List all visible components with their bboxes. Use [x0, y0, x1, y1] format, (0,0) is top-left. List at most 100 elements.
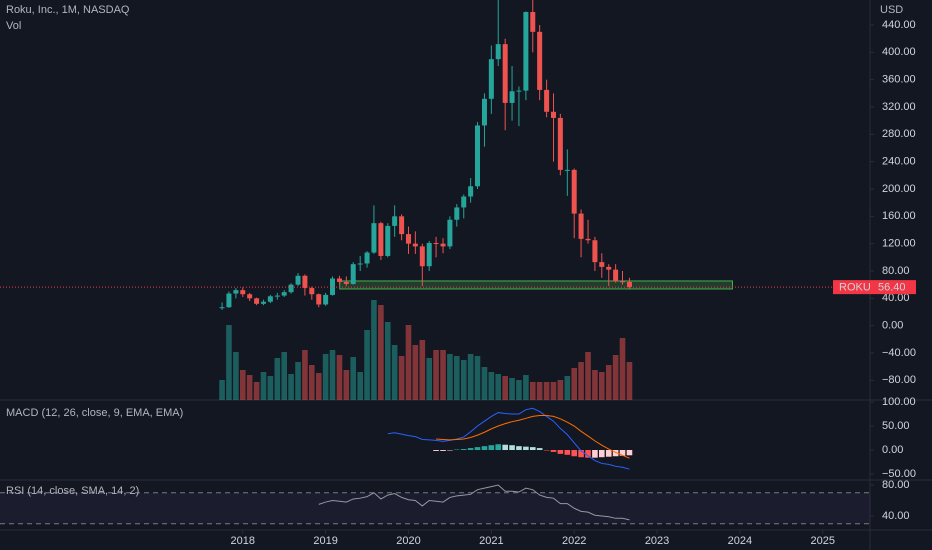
volume-bar — [226, 325, 232, 400]
volume-bar — [308, 365, 315, 400]
candle-body — [626, 281, 632, 288]
histogram-bar — [612, 450, 619, 457]
candle-body — [571, 169, 577, 214]
volume-label: Vol — [6, 20, 21, 32]
candle-body — [260, 301, 266, 304]
volume-bar — [619, 338, 626, 400]
y-tick-label: 160.00 — [882, 210, 916, 222]
candle-body — [599, 262, 605, 267]
volume-bar — [592, 370, 598, 400]
volume-bar — [260, 372, 267, 400]
volume-bar — [246, 375, 253, 400]
candle-body — [412, 243, 418, 247]
y-tick-label: −40.00 — [882, 347, 916, 359]
volume-bar — [302, 350, 308, 400]
histogram-bar — [529, 447, 536, 451]
candle-body — [267, 296, 273, 302]
candle-body — [274, 295, 280, 297]
candle-body — [254, 298, 260, 304]
volume-bar — [488, 372, 495, 400]
chart-title: Roku, Inc., 1M, NASDAQ — [6, 4, 130, 16]
rsi-band — [0, 492, 870, 524]
support-zone — [339, 280, 733, 290]
histogram-bar — [488, 445, 495, 451]
rsi-pane — [0, 484, 870, 525]
y-tick-label: 40.00 — [882, 510, 910, 522]
candle-body — [613, 269, 619, 282]
volume-bar — [288, 374, 294, 400]
volume-bar — [350, 357, 357, 400]
last-price-box — [870, 280, 916, 295]
candle-body — [495, 44, 501, 60]
candle-body — [295, 275, 301, 285]
histogram-bar — [523, 446, 529, 451]
volume-bar — [343, 370, 350, 400]
candle-body — [330, 278, 336, 295]
currency-label: USD — [880, 4, 903, 16]
y-tick-label: 0.00 — [882, 320, 903, 332]
volume-bar — [564, 376, 571, 400]
last-price-label: 56.40 — [878, 282, 906, 294]
rsi-line — [318, 484, 630, 521]
histogram-bar — [585, 450, 591, 458]
candle-body — [481, 98, 487, 126]
histogram-bar — [626, 450, 633, 456]
volume-bar — [467, 354, 474, 400]
volume-bar — [502, 376, 508, 400]
volume-bar — [481, 367, 488, 400]
candle-body — [426, 242, 432, 267]
volume-bar — [605, 365, 612, 400]
candle-body — [281, 292, 287, 296]
candle-body — [309, 288, 315, 295]
histogram-bar — [536, 448, 543, 451]
macd-line — [387, 407, 630, 470]
last-price-name-box — [833, 280, 870, 295]
axes: 2018 2019 2020 2021 2022 2023 2024 2025 440.00 40… — [231, 19, 916, 547]
candle-body — [378, 223, 384, 256]
candle-body — [468, 186, 474, 197]
candle-body — [537, 31, 543, 90]
volume-bar — [626, 362, 633, 400]
y-tick-label: 50.00 — [882, 420, 910, 432]
volume-bar — [440, 350, 446, 400]
candle-body — [454, 207, 460, 220]
candle-body — [488, 59, 494, 99]
volume-bar — [239, 370, 246, 400]
volume-bar — [322, 354, 329, 400]
candle-body — [564, 169, 570, 171]
volume-bar — [336, 355, 343, 400]
candle-body — [509, 91, 515, 103]
volume-bar — [509, 378, 515, 400]
histogram-bar — [440, 450, 446, 451]
candle-body — [240, 290, 246, 295]
volume-bar — [578, 362, 584, 400]
histogram-bar — [564, 450, 571, 455]
y-tick-label: 440.00 — [882, 19, 916, 31]
volume-bar — [474, 356, 481, 400]
candle-body — [592, 240, 598, 263]
macd-line — [436, 414, 630, 459]
candle-body — [288, 284, 294, 293]
price-pane — [0, 0, 870, 400]
histogram-bar — [460, 449, 467, 451]
histogram-bar — [474, 447, 481, 451]
y-tick-label: 200.00 — [882, 183, 916, 195]
volume-bar — [460, 360, 467, 400]
histogram-bar — [598, 450, 605, 458]
y-tick-label: −80.00 — [882, 374, 916, 386]
y-tick-label: 280.00 — [882, 128, 916, 140]
y-tick-label: −50.00 — [882, 468, 916, 480]
volume-bar — [329, 350, 336, 400]
volume-bar — [543, 382, 550, 400]
y-tick-label: 400.00 — [882, 46, 916, 58]
candle-body — [399, 216, 405, 235]
y-tick-label: 320.00 — [882, 101, 916, 113]
candle-body — [620, 281, 626, 283]
candle-body — [544, 89, 550, 112]
volume-bar — [550, 382, 557, 400]
volume-bar — [453, 356, 460, 400]
volume-bar — [447, 354, 453, 400]
candle-body — [419, 246, 425, 267]
